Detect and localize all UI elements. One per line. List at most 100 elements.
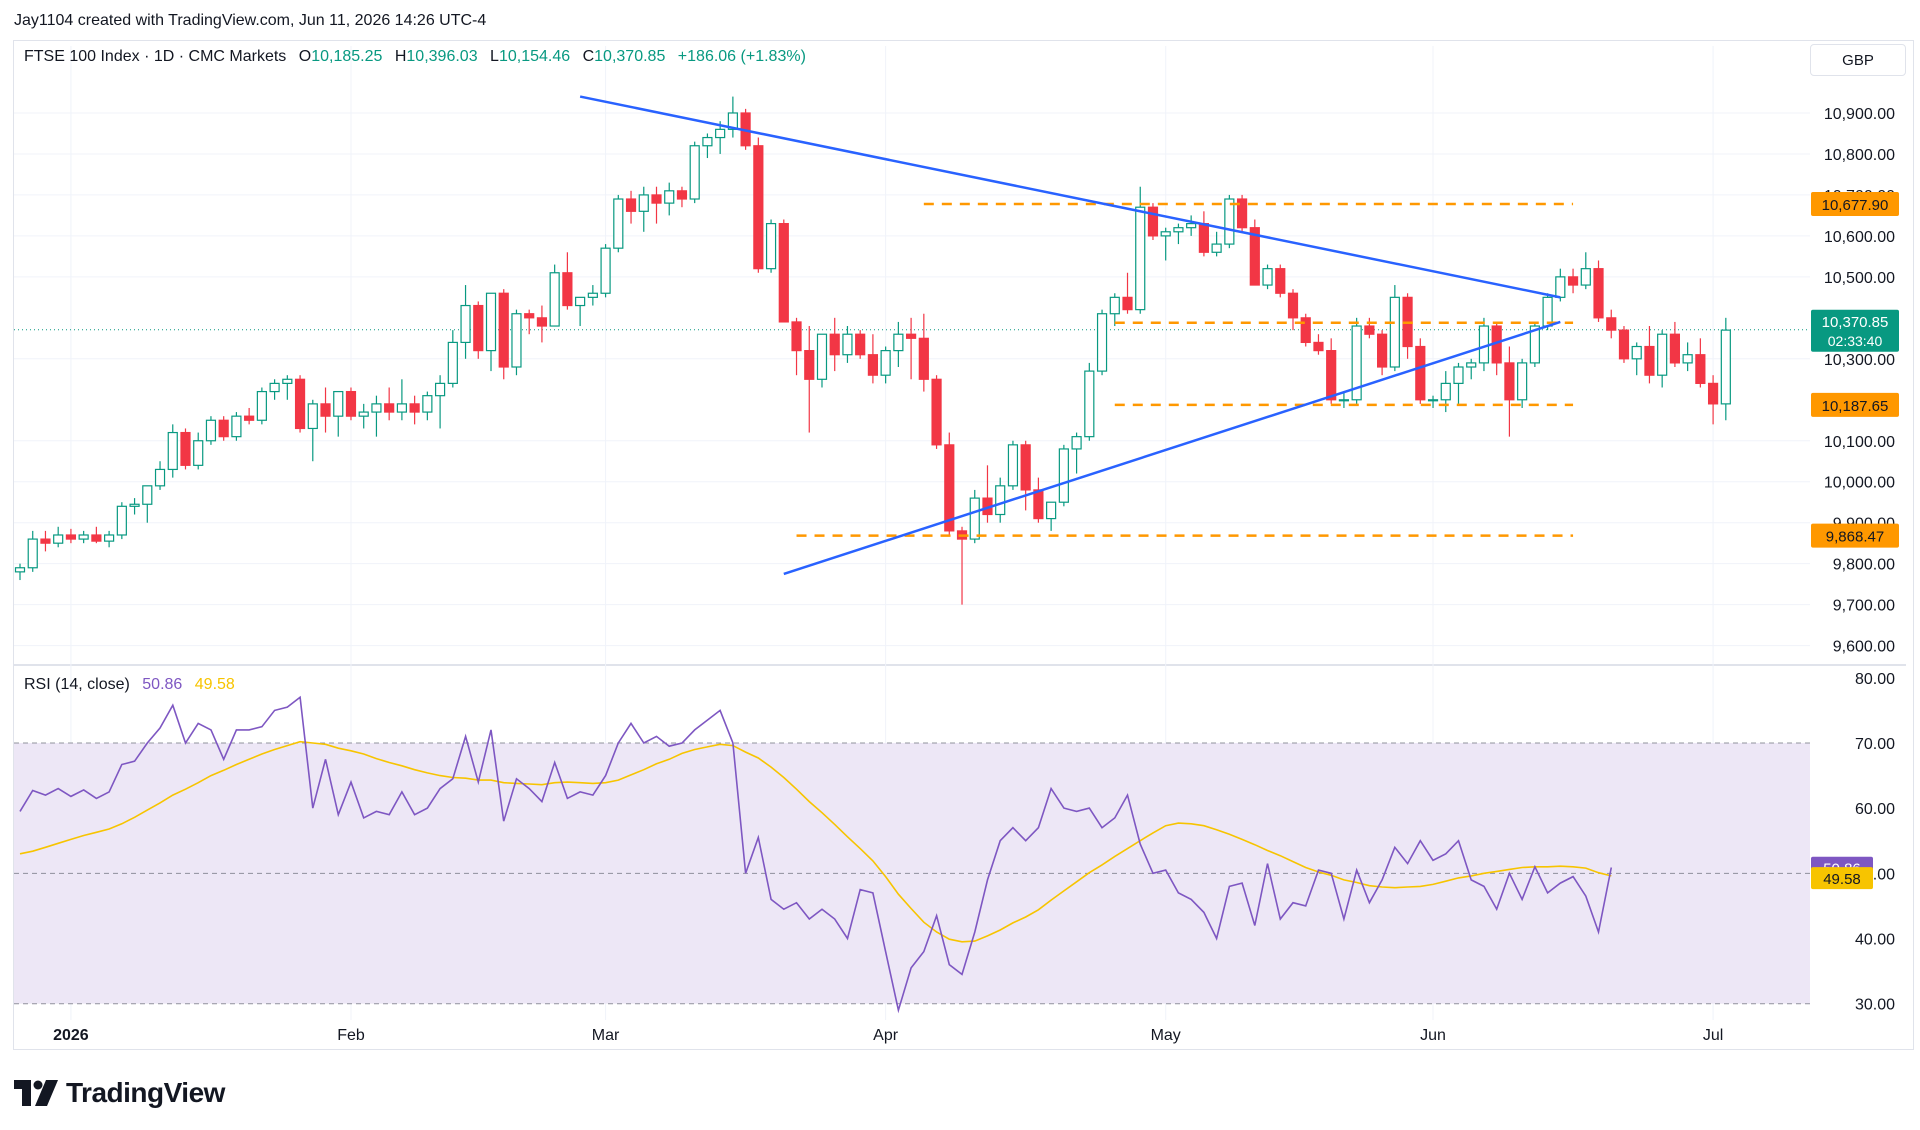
rsi-value-badge bbox=[1811, 867, 1873, 890]
candle bbox=[1058, 448, 1069, 503]
candle bbox=[422, 395, 433, 413]
candle bbox=[1606, 317, 1617, 331]
high-value: 10,396.03 bbox=[406, 48, 478, 65]
candle bbox=[1147, 206, 1159, 237]
candle bbox=[27, 538, 38, 569]
y-tick-label: 9,700.00 bbox=[1833, 598, 1895, 615]
candle bbox=[727, 112, 738, 130]
countdown-label: 02:33:40 bbox=[1828, 333, 1883, 349]
candle bbox=[282, 378, 293, 384]
candle bbox=[1033, 489, 1044, 520]
candle bbox=[638, 194, 649, 212]
y-tick-label: 10,000.00 bbox=[1824, 475, 1895, 492]
last-price-badge bbox=[1811, 309, 1899, 352]
y-tick-label: 10,900.00 bbox=[1824, 106, 1895, 123]
x-tick-label: Feb bbox=[337, 1027, 365, 1044]
candle bbox=[676, 190, 688, 200]
candle bbox=[715, 128, 726, 139]
low-value: 10,154.46 bbox=[498, 48, 571, 65]
candle bbox=[116, 505, 127, 536]
candle bbox=[320, 403, 331, 417]
candle bbox=[1096, 313, 1108, 372]
rsi-tick-label: 70.00 bbox=[1855, 736, 1895, 753]
candle bbox=[498, 292, 509, 368]
candle bbox=[893, 333, 904, 352]
candle bbox=[1300, 317, 1311, 344]
rsi-value-label: 49.58 bbox=[1823, 871, 1861, 888]
candle bbox=[562, 272, 573, 307]
candle bbox=[371, 403, 382, 413]
candle bbox=[867, 354, 879, 376]
candle bbox=[256, 390, 267, 421]
rsi-label[interactable]: RSI (14, close) bbox=[24, 676, 130, 693]
candle bbox=[1657, 333, 1668, 376]
candle bbox=[1504, 362, 1515, 401]
candle bbox=[91, 534, 102, 542]
candle bbox=[434, 382, 446, 397]
candle bbox=[333, 390, 344, 417]
level-price-badge bbox=[1811, 191, 1899, 216]
candle bbox=[269, 382, 280, 393]
candle bbox=[447, 341, 458, 384]
candle bbox=[842, 333, 853, 356]
candle bbox=[1173, 227, 1184, 233]
candle bbox=[753, 145, 764, 270]
candle bbox=[294, 378, 306, 430]
candle bbox=[855, 333, 866, 356]
candle bbox=[154, 468, 166, 487]
candle bbox=[918, 337, 929, 380]
candle bbox=[689, 145, 700, 200]
candle bbox=[664, 190, 675, 204]
candle bbox=[1377, 333, 1388, 368]
candle bbox=[1186, 222, 1197, 229]
rsi-tick-label: 80.00 bbox=[1855, 671, 1895, 688]
candle bbox=[816, 333, 828, 380]
candle bbox=[511, 313, 522, 368]
candle bbox=[536, 317, 548, 327]
candle bbox=[1720, 329, 1731, 405]
close-label: C bbox=[582, 48, 595, 65]
symbol-label[interactable]: FTSE 100 Index · 1D · CMC Markets bbox=[24, 48, 287, 65]
candle bbox=[1466, 362, 1477, 368]
candle bbox=[969, 497, 980, 540]
candle bbox=[1593, 268, 1604, 319]
candle bbox=[1453, 366, 1464, 384]
candle bbox=[1618, 329, 1630, 360]
candle bbox=[1211, 243, 1222, 253]
candle bbox=[575, 296, 586, 307]
x-tick-label: May bbox=[1151, 1027, 1181, 1044]
candle bbox=[1364, 325, 1375, 335]
candle bbox=[625, 198, 637, 212]
candle bbox=[1262, 268, 1273, 286]
candle bbox=[1682, 354, 1693, 364]
currency-button[interactable]: GBP bbox=[1810, 44, 1906, 76]
level-price-label: 10,677.90 bbox=[1822, 197, 1889, 214]
rsi-tick-label: 60.00 bbox=[1855, 801, 1895, 818]
candle bbox=[1440, 382, 1451, 401]
x-tick-label: Mar bbox=[592, 1027, 620, 1044]
rsi-band bbox=[14, 742, 1810, 1004]
candle bbox=[14, 567, 26, 573]
x-tick-label: 2026 bbox=[53, 1027, 89, 1044]
candle bbox=[1160, 231, 1171, 237]
tradingview-logo[interactable]: TradingView bbox=[14, 1077, 225, 1108]
rsi-value: 50.86 bbox=[142, 676, 183, 693]
rsi-line bbox=[19, 695, 1613, 1014]
candle bbox=[1351, 325, 1362, 401]
candle bbox=[244, 415, 255, 421]
candle bbox=[1313, 341, 1324, 352]
candle bbox=[1389, 296, 1400, 368]
candle bbox=[1198, 222, 1209, 253]
candle bbox=[1020, 444, 1031, 491]
last-price-label: 10,370.85 bbox=[1822, 314, 1889, 331]
candle bbox=[1555, 276, 1566, 298]
candle bbox=[1046, 501, 1057, 520]
candle bbox=[485, 292, 497, 352]
candle bbox=[1567, 276, 1579, 286]
high-label: H bbox=[394, 48, 407, 65]
candle bbox=[1122, 296, 1133, 311]
y-tick-label: 10,800.00 bbox=[1824, 147, 1895, 164]
candle bbox=[1695, 354, 1706, 384]
level-price-badge bbox=[1811, 523, 1899, 548]
